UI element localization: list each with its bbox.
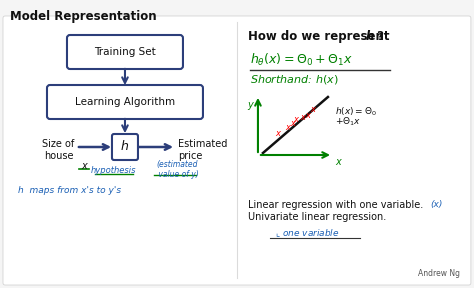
Text: x: x <box>335 157 341 167</box>
Text: Linear regression with one variable.: Linear regression with one variable. <box>248 200 423 210</box>
Text: x: x <box>275 128 281 137</box>
FancyBboxPatch shape <box>112 134 138 160</box>
Text: x: x <box>293 115 299 124</box>
Text: $\llcorner$ one variable: $\llcorner$ one variable <box>275 228 339 239</box>
Text: Model Representation: Model Representation <box>10 10 156 23</box>
Text: (estimated
 value of y): (estimated value of y) <box>156 160 199 179</box>
Text: x: x <box>291 118 295 128</box>
Text: x: x <box>305 111 310 120</box>
Text: Estimated
price: Estimated price <box>178 139 228 161</box>
Text: $h_\theta(x) = \Theta_0 + \Theta_1 x$: $h_\theta(x) = \Theta_0 + \Theta_1 x$ <box>250 52 353 68</box>
Text: y: y <box>247 100 253 110</box>
Text: x: x <box>81 161 87 171</box>
FancyBboxPatch shape <box>67 35 183 69</box>
FancyBboxPatch shape <box>47 85 203 119</box>
Text: $h(x) = \Theta_0$: $h(x) = \Theta_0$ <box>335 105 377 118</box>
FancyBboxPatch shape <box>3 16 471 285</box>
Text: Training Set: Training Set <box>94 47 156 57</box>
Text: $+ \Theta_1 x$: $+ \Theta_1 x$ <box>335 115 361 128</box>
Text: (x): (x) <box>430 200 442 209</box>
Text: How do we represent: How do we represent <box>248 30 393 43</box>
Text: h: h <box>121 141 129 154</box>
Text: ?: ? <box>373 30 384 43</box>
Text: h: h <box>366 30 374 43</box>
Text: Univariate linear regression.: Univariate linear regression. <box>248 212 386 222</box>
Text: Andrew Ng: Andrew Ng <box>418 269 460 278</box>
Text: h  maps from x's to y's: h maps from x's to y's <box>18 186 121 195</box>
Text: Shorthand: $h(x)$: Shorthand: $h(x)$ <box>250 73 338 86</box>
Text: hypothesis: hypothesis <box>90 166 136 175</box>
Text: Learning Algorithm: Learning Algorithm <box>75 97 175 107</box>
Text: x: x <box>301 113 305 122</box>
Text: Size of
house: Size of house <box>42 139 74 161</box>
Text: x: x <box>310 105 315 115</box>
Text: x: x <box>285 122 291 132</box>
